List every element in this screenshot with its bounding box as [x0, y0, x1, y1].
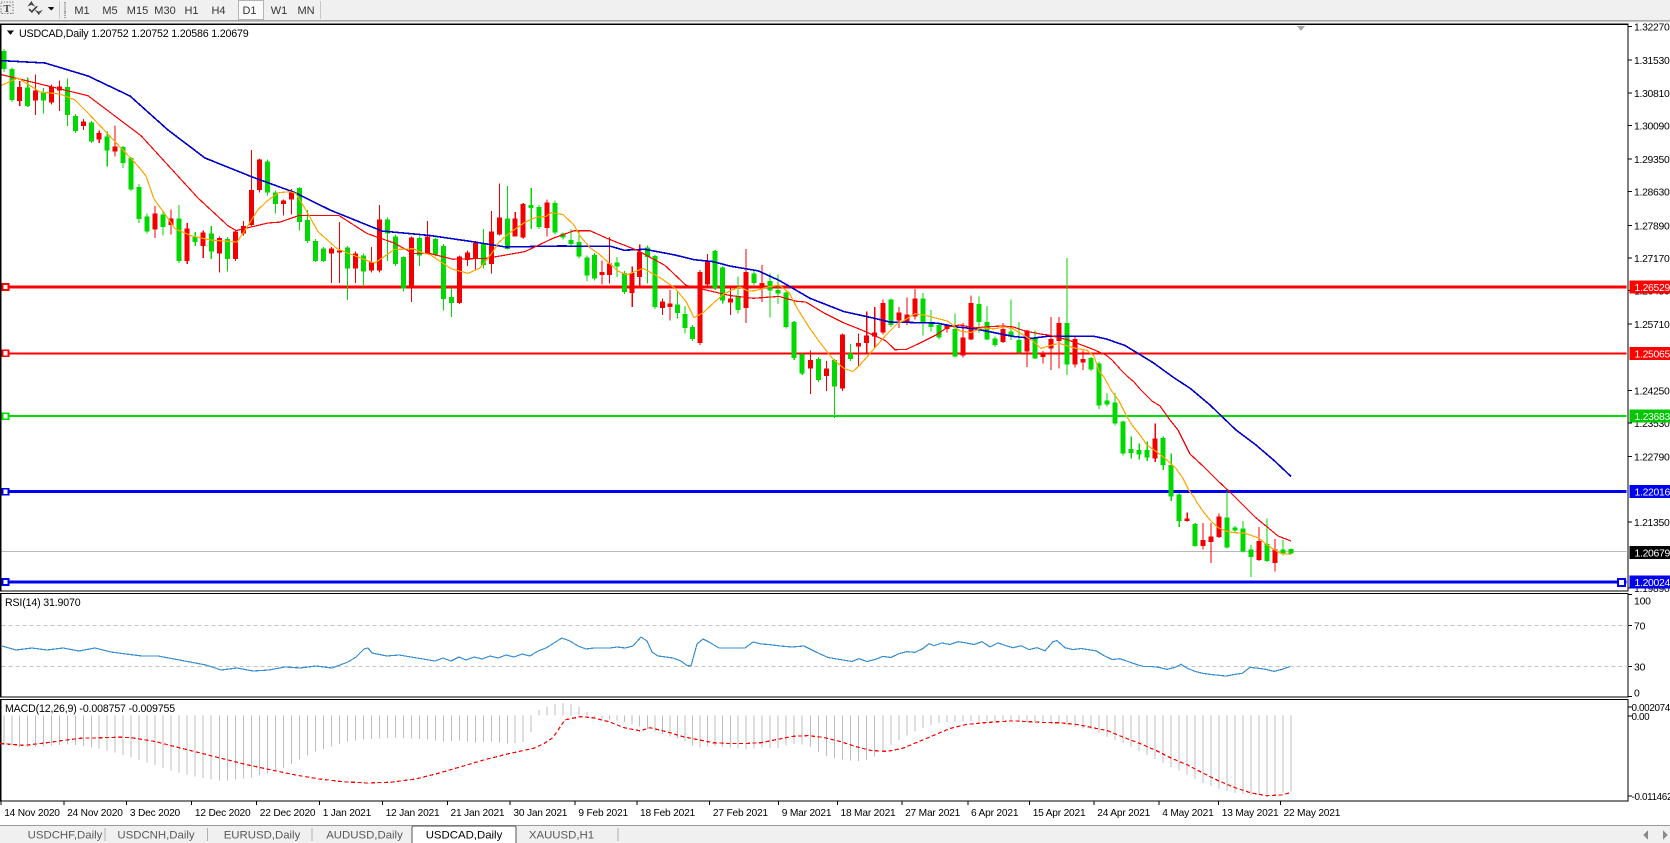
svg-text:M30: M30 — [154, 5, 175, 17]
svg-text:1.28630: 1.28630 — [1634, 188, 1670, 199]
svg-text:27 Mar 2021: 27 Mar 2021 — [905, 808, 961, 819]
svg-text:24 Apr 2021: 24 Apr 2021 — [1097, 808, 1150, 819]
svg-text:1.25065: 1.25065 — [1635, 349, 1670, 360]
svg-text:24 Nov 2020: 24 Nov 2020 — [67, 808, 123, 819]
svg-text:30: 30 — [1634, 663, 1646, 674]
svg-text:6 Apr 2021: 6 Apr 2021 — [971, 808, 1019, 819]
svg-text:15 Apr 2021: 15 Apr 2021 — [1033, 808, 1086, 819]
svg-text:1.20679: 1.20679 — [1635, 548, 1670, 559]
svg-text:EURUSD,Daily: EURUSD,Daily — [224, 830, 301, 842]
svg-text:1.20024: 1.20024 — [1635, 578, 1670, 589]
svg-text:30 Jan 2021: 30 Jan 2021 — [513, 808, 567, 819]
svg-text:1.31530: 1.31530 — [1634, 56, 1670, 67]
svg-text:3 Dec 2020: 3 Dec 2020 — [130, 808, 181, 819]
svg-text:1.21350: 1.21350 — [1634, 518, 1670, 529]
svg-text:1.30090: 1.30090 — [1634, 122, 1670, 133]
svg-text:4 May 2021: 4 May 2021 — [1162, 808, 1214, 819]
svg-text:12 Jan 2021: 12 Jan 2021 — [386, 808, 440, 819]
svg-text:9 Feb 2021: 9 Feb 2021 — [578, 808, 628, 819]
svg-text:MACD(12,26,9) -0.008757 -0.009: MACD(12,26,9) -0.008757 -0.009755 — [5, 703, 175, 715]
svg-text:1.32270: 1.32270 — [1634, 23, 1670, 34]
svg-text:0.00: 0.00 — [1632, 712, 1651, 723]
svg-text:1.30810: 1.30810 — [1634, 89, 1670, 100]
svg-text:1.29350: 1.29350 — [1634, 155, 1670, 166]
svg-text:1.27170: 1.27170 — [1634, 254, 1670, 265]
svg-text:USDCNH,Daily: USDCNH,Daily — [117, 830, 195, 842]
svg-text:14 Nov 2020: 14 Nov 2020 — [4, 808, 60, 819]
svg-text:-0.011462: -0.011462 — [1632, 792, 1670, 803]
svg-text:D1: D1 — [242, 5, 256, 17]
svg-text:22 May 2021: 22 May 2021 — [1284, 808, 1341, 819]
svg-text:1.27890: 1.27890 — [1634, 221, 1670, 232]
svg-text:21 Jan 2021: 21 Jan 2021 — [451, 808, 505, 819]
svg-text:H1: H1 — [184, 5, 198, 17]
svg-text:1.25710: 1.25710 — [1634, 320, 1670, 331]
svg-text:T: T — [3, 4, 10, 15]
svg-text:M15: M15 — [127, 5, 148, 17]
svg-text:1.23530: 1.23530 — [1634, 419, 1670, 430]
svg-text:USDCHF,Daily: USDCHF,Daily — [28, 830, 103, 842]
svg-text:1.23683: 1.23683 — [1635, 412, 1670, 423]
svg-text:13 May 2021: 13 May 2021 — [1222, 808, 1279, 819]
svg-text:W1: W1 — [271, 5, 288, 17]
svg-text:1.22790: 1.22790 — [1634, 453, 1670, 464]
svg-text:0: 0 — [1634, 689, 1640, 700]
svg-text:USDCAD,Daily 1.20752 1.20752: USDCAD,Daily 1.20752 1.20752 1.20586 1.2… — [19, 28, 249, 40]
svg-text:1 Jan 2021: 1 Jan 2021 — [323, 808, 372, 819]
svg-text:0.002074: 0.002074 — [1632, 703, 1670, 714]
svg-text:22 Dec 2020: 22 Dec 2020 — [260, 808, 316, 819]
svg-text:1.19890: 1.19890 — [1634, 584, 1670, 595]
svg-text:USDCAD,Daily: USDCAD,Daily — [426, 830, 503, 842]
svg-text:1.24250: 1.24250 — [1634, 386, 1670, 397]
svg-text:M5: M5 — [102, 5, 117, 17]
svg-text:RSI(14) 31.9070: RSI(14) 31.9070 — [5, 597, 81, 609]
svg-text:MN: MN — [297, 5, 314, 17]
svg-text:M1: M1 — [74, 5, 89, 17]
svg-text:1.26529: 1.26529 — [1635, 283, 1670, 294]
svg-text:AUDUSD,Daily: AUDUSD,Daily — [326, 830, 403, 842]
svg-text:1.22016: 1.22016 — [1635, 488, 1670, 499]
svg-text:100: 100 — [1634, 596, 1651, 607]
svg-text:18 Feb 2021: 18 Feb 2021 — [640, 808, 696, 819]
svg-text:H4: H4 — [211, 5, 225, 17]
svg-text:18 Mar 2021: 18 Mar 2021 — [841, 808, 897, 819]
svg-text:9 Mar 2021: 9 Mar 2021 — [782, 808, 832, 819]
svg-text:XAUUSD,H1: XAUUSD,H1 — [529, 830, 594, 842]
svg-text:70: 70 — [1634, 622, 1646, 633]
svg-text:12 Dec 2020: 12 Dec 2020 — [195, 808, 251, 819]
svg-text:27 Feb 2021: 27 Feb 2021 — [713, 808, 769, 819]
